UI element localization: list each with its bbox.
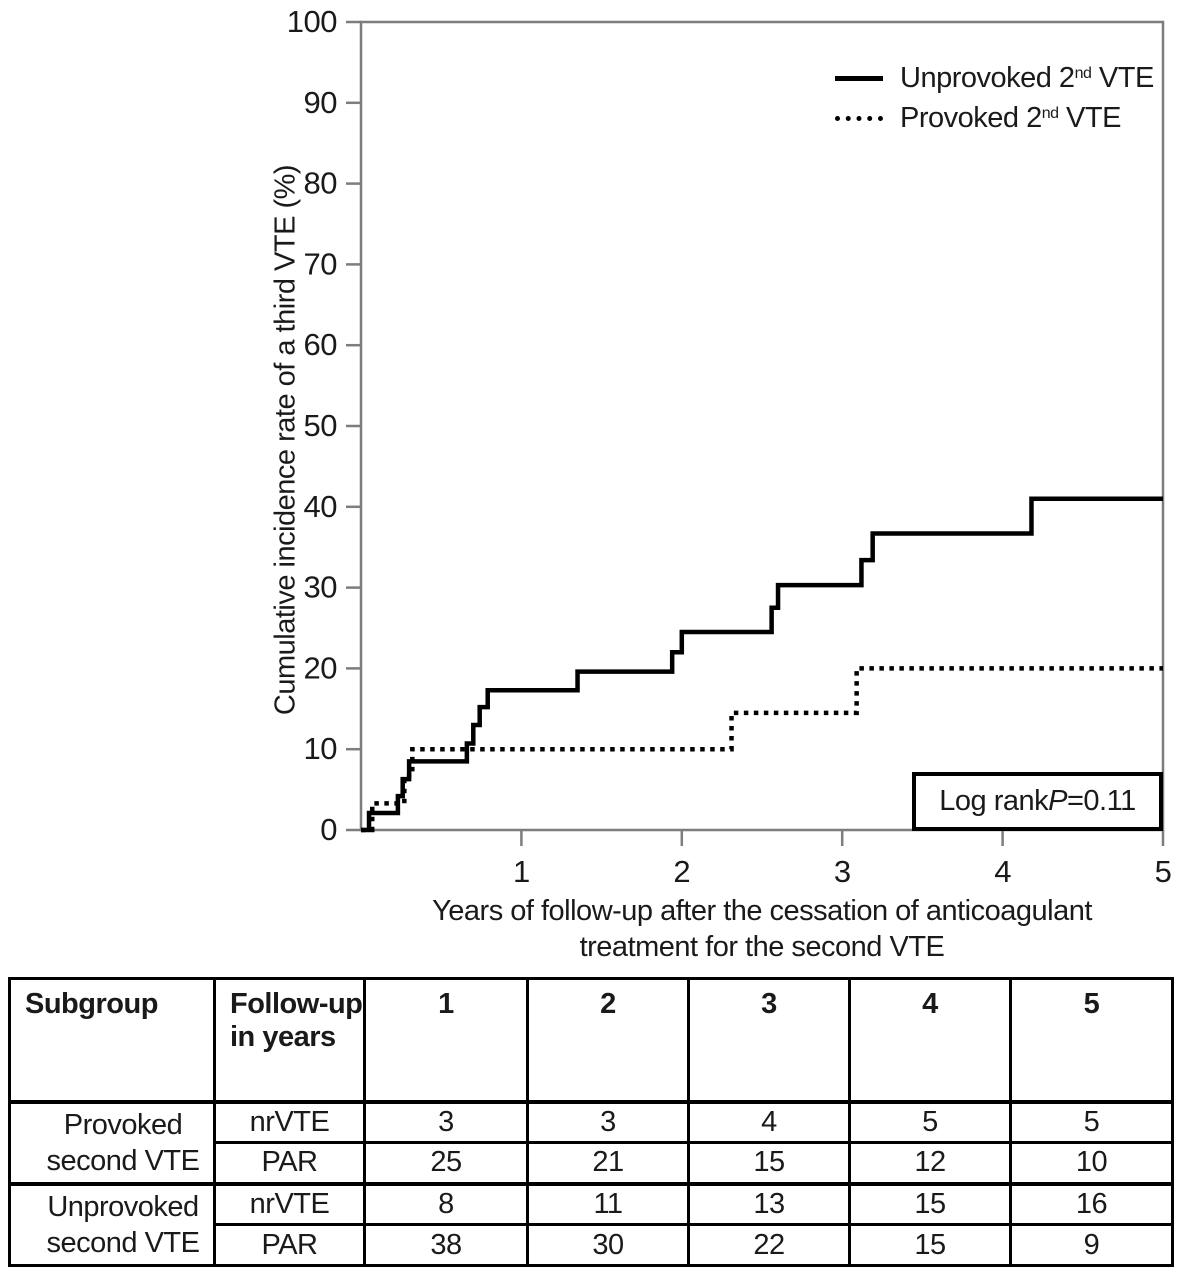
table-row: Unprovoked second VTE nrVTE 8 11 13 15 1… <box>8 1181 1174 1267</box>
cell-value: 10 <box>1009 1141 1174 1185</box>
legend-label-text: VTE <box>1091 61 1154 94</box>
y-tick-label: 70 <box>304 246 338 281</box>
y-tick-label: 80 <box>304 166 338 201</box>
header-subgroup: Subgroup <box>8 977 216 1103</box>
cell-value: 5 <box>1009 1099 1174 1144</box>
legend-label-text: Unprovoked 2 <box>900 61 1075 94</box>
table-row: Provoked second VTE nrVTE 3 3 4 5 5 <box>8 1099 1174 1185</box>
group-provoked-label: Provoked second VTE <box>8 1099 216 1185</box>
cell-value: 30 <box>526 1223 690 1267</box>
legend-label-sup: nd <box>1074 64 1092 82</box>
row-label-nrvte: nrVTE <box>213 1181 366 1226</box>
dotted-line-swatch <box>835 115 883 121</box>
table-header-row: Subgroup Follow-up in years 1 2 3 4 5 <box>8 977 1174 1103</box>
row-label-par: PAR <box>213 1141 366 1185</box>
cell-value: 22 <box>687 1223 851 1267</box>
y-axis-label: Cumulative incidence rate of a third VTE… <box>269 164 302 716</box>
header-year-3: 3 <box>687 977 851 1103</box>
y-tick-label: 90 <box>304 85 338 120</box>
cell-value: 25 <box>363 1141 529 1185</box>
series-solid-curve <box>361 496 1163 833</box>
y-tick-label: 0 <box>320 812 337 847</box>
risk-table: Subgroup Follow-up in years 1 2 3 4 5 Pr… <box>8 977 1174 1267</box>
group-unprovoked-label: Unprovoked second VTE <box>8 1181 216 1267</box>
log-rank-text: Log rank <box>939 785 1049 817</box>
x-axis-label-line1: Years of follow-up after the cessation o… <box>432 895 1092 927</box>
cell-value: 12 <box>848 1141 1012 1185</box>
legend-label: Unprovoked 2nd VTE <box>900 62 1154 95</box>
y-tick-label: 60 <box>304 327 338 362</box>
table-row: PAR 38 30 22 15 9 <box>10 1223 1174 1267</box>
row-label-nrvte: nrVTE <box>213 1099 366 1144</box>
x-tick-label: 2 <box>673 854 690 889</box>
legend: Unprovoked 2nd VTE Provoked 2nd VTE <box>835 58 1154 138</box>
y-tick-label: 40 <box>304 489 338 524</box>
header-year-2: 2 <box>526 977 690 1103</box>
cell-value: 15 <box>687 1141 851 1185</box>
x-tick-label: 4 <box>994 854 1011 889</box>
header-year-5: 5 <box>1009 977 1174 1103</box>
header-year-4: 4 <box>848 977 1012 1103</box>
cell-value: 15 <box>848 1181 1012 1226</box>
legend-item-unprovoked: Unprovoked 2nd VTE <box>835 58 1154 98</box>
cell-value: 4 <box>687 1099 851 1144</box>
header-followup: Follow-up in years <box>213 977 366 1103</box>
x-tick-label: 5 <box>1155 854 1172 889</box>
solid-line-swatch <box>835 75 883 81</box>
y-tick-label: 100 <box>287 4 337 39</box>
legend-label-sup: nd <box>1041 104 1059 122</box>
x-tick-label: 1 <box>513 854 530 889</box>
cell-value: 11 <box>526 1181 690 1226</box>
y-tick-label: 50 <box>304 408 338 443</box>
cell-value: 3 <box>363 1099 529 1144</box>
cell-value: 9 <box>1009 1223 1174 1267</box>
y-tick-label: 10 <box>304 731 338 766</box>
y-tick-label: 20 <box>304 650 338 685</box>
log-rank-annotation-box: Log rank P =0.11 <box>912 772 1163 831</box>
y-tick-label: 30 <box>304 570 338 605</box>
cell-value: 5 <box>848 1099 1012 1144</box>
km-plot: 0 10 20 30 40 50 60 70 80 90 100 1 2 3 4 5 <box>287 4 1172 889</box>
x-axis-label-line2: treatment for the second VTE <box>579 931 945 963</box>
legend-item-provoked: Provoked 2nd VTE <box>835 98 1154 138</box>
table-row: PAR 25 21 15 12 10 <box>10 1141 1174 1185</box>
row-label-par: PAR <box>213 1223 366 1267</box>
cell-value: 13 <box>687 1181 851 1226</box>
header-year-1: 1 <box>363 977 529 1103</box>
legend-label: Provoked 2nd VTE <box>900 102 1121 135</box>
x-tick-label: 3 <box>834 854 851 889</box>
cell-value: 8 <box>363 1181 529 1226</box>
log-rank-p-italic: P <box>1048 785 1067 817</box>
legend-label-text: VTE <box>1058 101 1121 134</box>
cell-value: 16 <box>1009 1181 1174 1226</box>
log-rank-value: =0.11 <box>1066 785 1136 817</box>
x-axis-label: Years of follow-up after the cessation o… <box>361 893 1163 965</box>
cell-value: 21 <box>526 1141 690 1185</box>
cell-value: 3 <box>526 1099 690 1144</box>
cell-value: 38 <box>363 1223 529 1267</box>
series-dotted-curve <box>361 666 1163 833</box>
legend-label-text: Provoked 2 <box>900 101 1042 134</box>
cell-value: 15 <box>848 1223 1012 1267</box>
